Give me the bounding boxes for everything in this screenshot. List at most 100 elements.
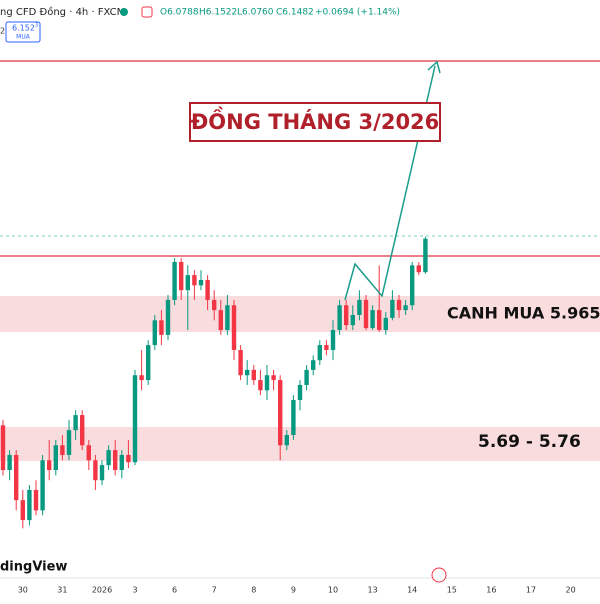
candle-body — [344, 305, 349, 326]
x-tick-label: 6 — [172, 586, 177, 595]
chart-title: ĐỒNG THÁNG 3/2026 — [191, 106, 440, 134]
event-icon[interactable] — [431, 567, 447, 583]
candle-body — [20, 500, 25, 521]
candle-body — [7, 454, 12, 471]
candle-body — [14, 454, 19, 501]
x-tick-label: 3 — [132, 586, 137, 595]
candle-body — [330, 330, 336, 350]
candle-body — [225, 305, 230, 331]
candle-body — [218, 310, 223, 331]
candle-body — [416, 265, 421, 273]
candle-body — [264, 375, 270, 391]
candle-body — [363, 299, 369, 329]
x-tick-label: 16 — [486, 586, 496, 595]
x-tick-label: 14 — [407, 586, 417, 595]
candle-body — [423, 238, 428, 273]
candle-body — [403, 305, 408, 311]
x-tick-label: 8 — [251, 586, 256, 595]
x-tick-label: 7 — [212, 586, 217, 595]
price-badge[interactable] — [5, 21, 41, 43]
candle-body — [165, 299, 171, 335]
candle-body — [33, 489, 39, 511]
candle-body — [132, 375, 138, 463]
buy-zone — [0, 296, 600, 332]
candle-body — [245, 369, 250, 376]
candle-body — [119, 454, 124, 471]
candle-body — [271, 375, 276, 381]
candle-body — [106, 450, 111, 466]
candle-body — [126, 454, 131, 463]
icon — [141, 6, 153, 18]
title-box — [189, 102, 441, 142]
candle-body — [27, 489, 32, 521]
ohlc-close: C6.1482 — [276, 8, 314, 18]
candle-body — [93, 460, 98, 481]
candle-body — [139, 375, 144, 381]
candle-body — [53, 445, 58, 471]
candle-body — [185, 275, 190, 291]
projection-arrow — [344, 65, 436, 301]
x-tick-label: 30 — [18, 586, 28, 595]
candle-body — [410, 265, 415, 306]
candle-body — [0, 425, 6, 471]
support-zone — [0, 427, 600, 461]
ohlc-open: O6.0788 — [160, 8, 199, 18]
candle-body — [192, 275, 197, 286]
x-tick-label: 15 — [447, 586, 457, 595]
candle-body — [311, 360, 316, 370]
candle-body — [278, 380, 283, 446]
candle-body — [80, 415, 85, 446]
candle-body — [146, 345, 151, 381]
badge-price: 6.152 — [12, 24, 35, 33]
x-tick-label: 31 — [57, 586, 67, 595]
x-tick-label: 10 — [328, 586, 338, 595]
badge-label: MUA — [16, 34, 31, 41]
candle-body — [113, 450, 118, 471]
x-tick-label: 9 — [291, 586, 296, 595]
candle-body — [198, 279, 204, 286]
badge-superscript: 3 — [35, 23, 38, 29]
candle-body — [396, 299, 402, 311]
candle-body — [231, 305, 237, 350]
candle-body — [357, 299, 362, 315]
candle-body — [60, 445, 65, 455]
ohlc-change: +0.0694 (+1.14%) — [315, 8, 400, 18]
candle-body — [390, 299, 395, 318]
symbol: ng CFD Đồng · 4h · FXCM — [0, 6, 125, 18]
candle-body — [205, 279, 210, 300]
candle-body — [291, 400, 296, 436]
candle-body — [66, 430, 72, 455]
candle-body — [370, 310, 375, 329]
candle-body — [317, 345, 322, 361]
x-tick-label: 17 — [526, 586, 536, 595]
candle-body — [238, 349, 243, 376]
x-tick-label: 2026 — [92, 586, 112, 595]
candle-body — [284, 435, 289, 446]
x-tick-label: 20 — [566, 586, 576, 595]
annotation: CANH MUA 5.965 — [447, 304, 600, 323]
candle-body — [337, 305, 342, 331]
logo: dingView — [0, 560, 67, 575]
candle-body — [152, 320, 157, 346]
candle-body — [377, 310, 382, 331]
candle-body — [47, 460, 52, 471]
candle-body — [73, 415, 78, 431]
arrow-head — [427, 60, 441, 74]
candle-body — [297, 384, 303, 401]
candle-body — [383, 317, 388, 331]
side-digit: 2 — [0, 27, 5, 36]
candle-body — [86, 445, 91, 461]
candle-body — [172, 261, 177, 300]
status-dot — [120, 8, 128, 16]
ohlc-low: L6.0760 — [237, 8, 274, 18]
candle-body — [40, 460, 45, 511]
candle-body — [350, 314, 355, 326]
candles — [0, 236, 428, 529]
x-axis: 30 31 2026 3 6 7 8 9 10 13 14 15 16 17 20 — [18, 586, 576, 595]
candle-body — [304, 369, 309, 385]
x-tick-label: 13 — [368, 586, 378, 595]
candle-body — [159, 320, 164, 335]
ohlc-high: H6.1522 — [199, 8, 237, 18]
